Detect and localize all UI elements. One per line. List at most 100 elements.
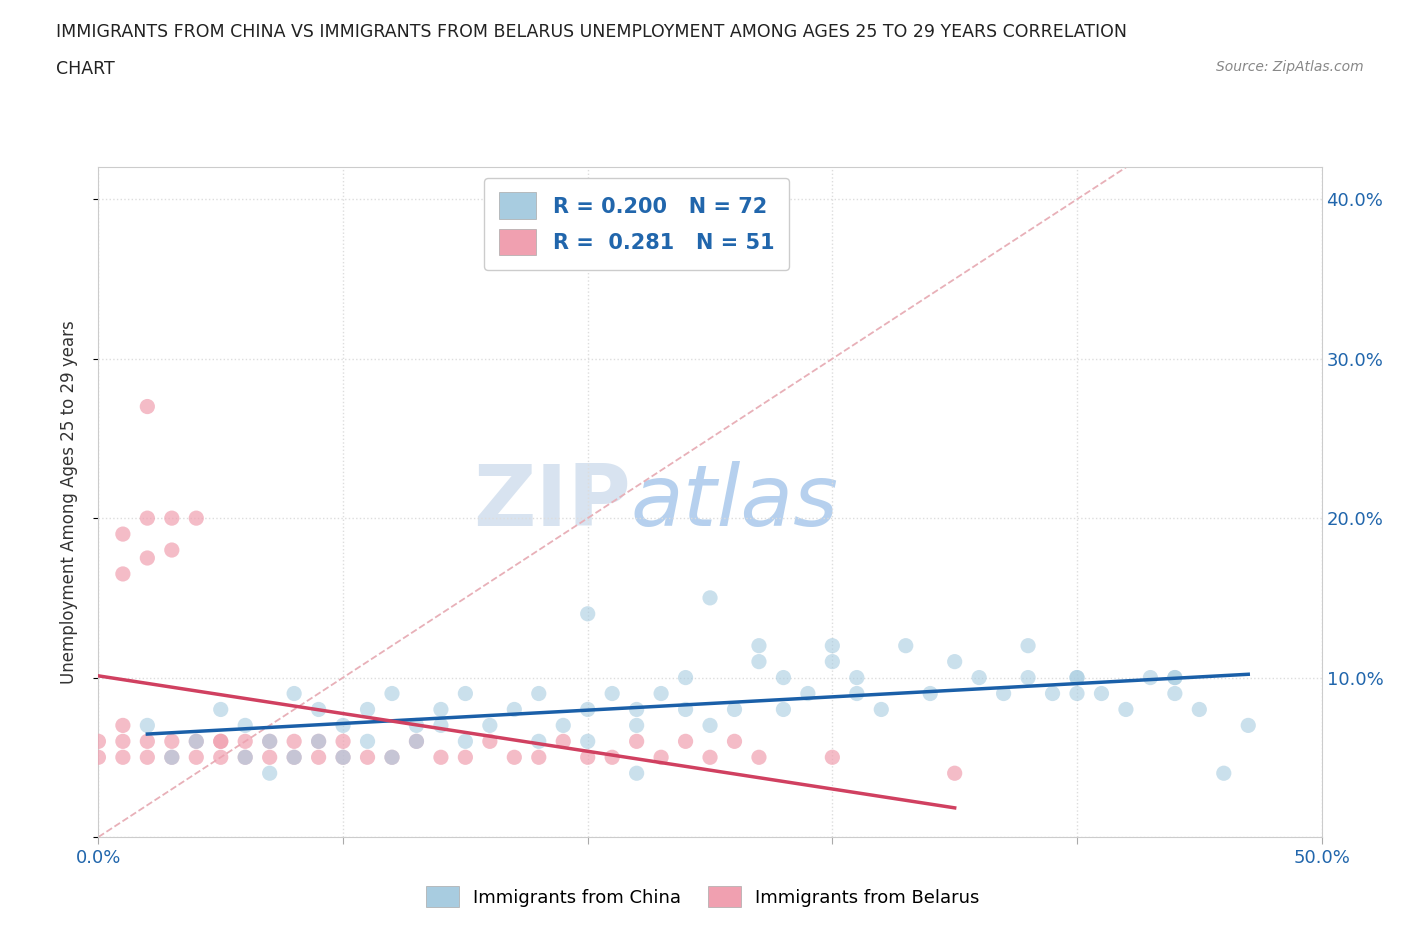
Point	[283, 734, 305, 749]
Point	[600, 750, 623, 764]
Point	[748, 750, 770, 764]
Point	[845, 686, 868, 701]
Point	[160, 750, 183, 764]
Point	[1017, 671, 1039, 685]
Point	[626, 702, 648, 717]
Text: ZIP: ZIP	[472, 460, 630, 544]
Point	[332, 750, 354, 764]
Point	[576, 750, 599, 764]
Point	[136, 750, 159, 764]
Point	[699, 591, 721, 605]
Point	[723, 702, 745, 717]
Point	[186, 511, 208, 525]
Point	[1066, 671, 1088, 685]
Point	[259, 765, 281, 780]
Point	[870, 702, 893, 717]
Point	[332, 734, 354, 749]
Point	[356, 734, 378, 749]
Point	[797, 686, 820, 701]
Point	[772, 702, 794, 717]
Point	[576, 606, 599, 621]
Point	[111, 526, 134, 541]
Point	[209, 734, 232, 749]
Point	[772, 671, 794, 685]
Text: atlas: atlas	[630, 460, 838, 544]
Point	[1017, 638, 1039, 653]
Point	[748, 654, 770, 669]
Point	[186, 734, 208, 749]
Point	[87, 734, 110, 749]
Point	[259, 750, 281, 764]
Point	[723, 734, 745, 749]
Point	[308, 734, 330, 749]
Point	[332, 718, 354, 733]
Point	[233, 734, 256, 749]
Text: Source: ZipAtlas.com: Source: ZipAtlas.com	[1216, 60, 1364, 74]
Point	[283, 686, 305, 701]
Point	[1164, 686, 1187, 701]
Point	[699, 750, 721, 764]
Point	[1090, 686, 1112, 701]
Point	[381, 750, 404, 764]
Point	[356, 702, 378, 717]
Point	[308, 750, 330, 764]
Text: CHART: CHART	[56, 60, 115, 78]
Point	[503, 702, 526, 717]
Point	[1164, 671, 1187, 685]
Point	[111, 734, 134, 749]
Point	[576, 734, 599, 749]
Point	[430, 702, 453, 717]
Point	[160, 542, 183, 557]
Point	[283, 750, 305, 764]
Point	[1212, 765, 1234, 780]
Point	[356, 750, 378, 764]
Point	[454, 734, 477, 749]
Text: IMMIGRANTS FROM CHINA VS IMMIGRANTS FROM BELARUS UNEMPLOYMENT AMONG AGES 25 TO 2: IMMIGRANTS FROM CHINA VS IMMIGRANTS FROM…	[56, 23, 1128, 41]
Point	[1139, 671, 1161, 685]
Point	[1115, 702, 1137, 717]
Point	[576, 702, 599, 717]
Point	[1164, 671, 1187, 685]
Point	[650, 750, 672, 764]
Point	[1066, 686, 1088, 701]
Point	[478, 734, 501, 749]
Point	[209, 734, 232, 749]
Point	[160, 511, 183, 525]
Point	[454, 750, 477, 764]
Point	[87, 750, 110, 764]
Point	[111, 718, 134, 733]
Point	[233, 718, 256, 733]
Point	[478, 718, 501, 733]
Point	[136, 399, 159, 414]
Point	[405, 718, 427, 733]
Point	[233, 750, 256, 764]
Legend: R = 0.200   N = 72, R =  0.281   N = 51: R = 0.200 N = 72, R = 0.281 N = 51	[484, 178, 789, 270]
Point	[553, 718, 575, 733]
Point	[626, 718, 648, 733]
Point	[920, 686, 942, 701]
Point	[209, 702, 232, 717]
Point	[943, 765, 966, 780]
Point	[748, 638, 770, 653]
Point	[1237, 718, 1260, 733]
Point	[186, 734, 208, 749]
Point	[993, 686, 1015, 701]
Point	[136, 718, 159, 733]
Point	[845, 671, 868, 685]
Point	[381, 686, 404, 701]
Y-axis label: Unemployment Among Ages 25 to 29 years: Unemployment Among Ages 25 to 29 years	[59, 320, 77, 684]
Point	[1188, 702, 1211, 717]
Point	[821, 654, 844, 669]
Point	[209, 750, 232, 764]
Point	[626, 734, 648, 749]
Point	[111, 566, 134, 581]
Point	[626, 765, 648, 780]
Legend: Immigrants from China, Immigrants from Belarus: Immigrants from China, Immigrants from B…	[418, 877, 988, 916]
Point	[650, 686, 672, 701]
Point	[503, 750, 526, 764]
Point	[136, 551, 159, 565]
Point	[430, 750, 453, 764]
Point	[943, 654, 966, 669]
Point	[600, 686, 623, 701]
Point	[821, 750, 844, 764]
